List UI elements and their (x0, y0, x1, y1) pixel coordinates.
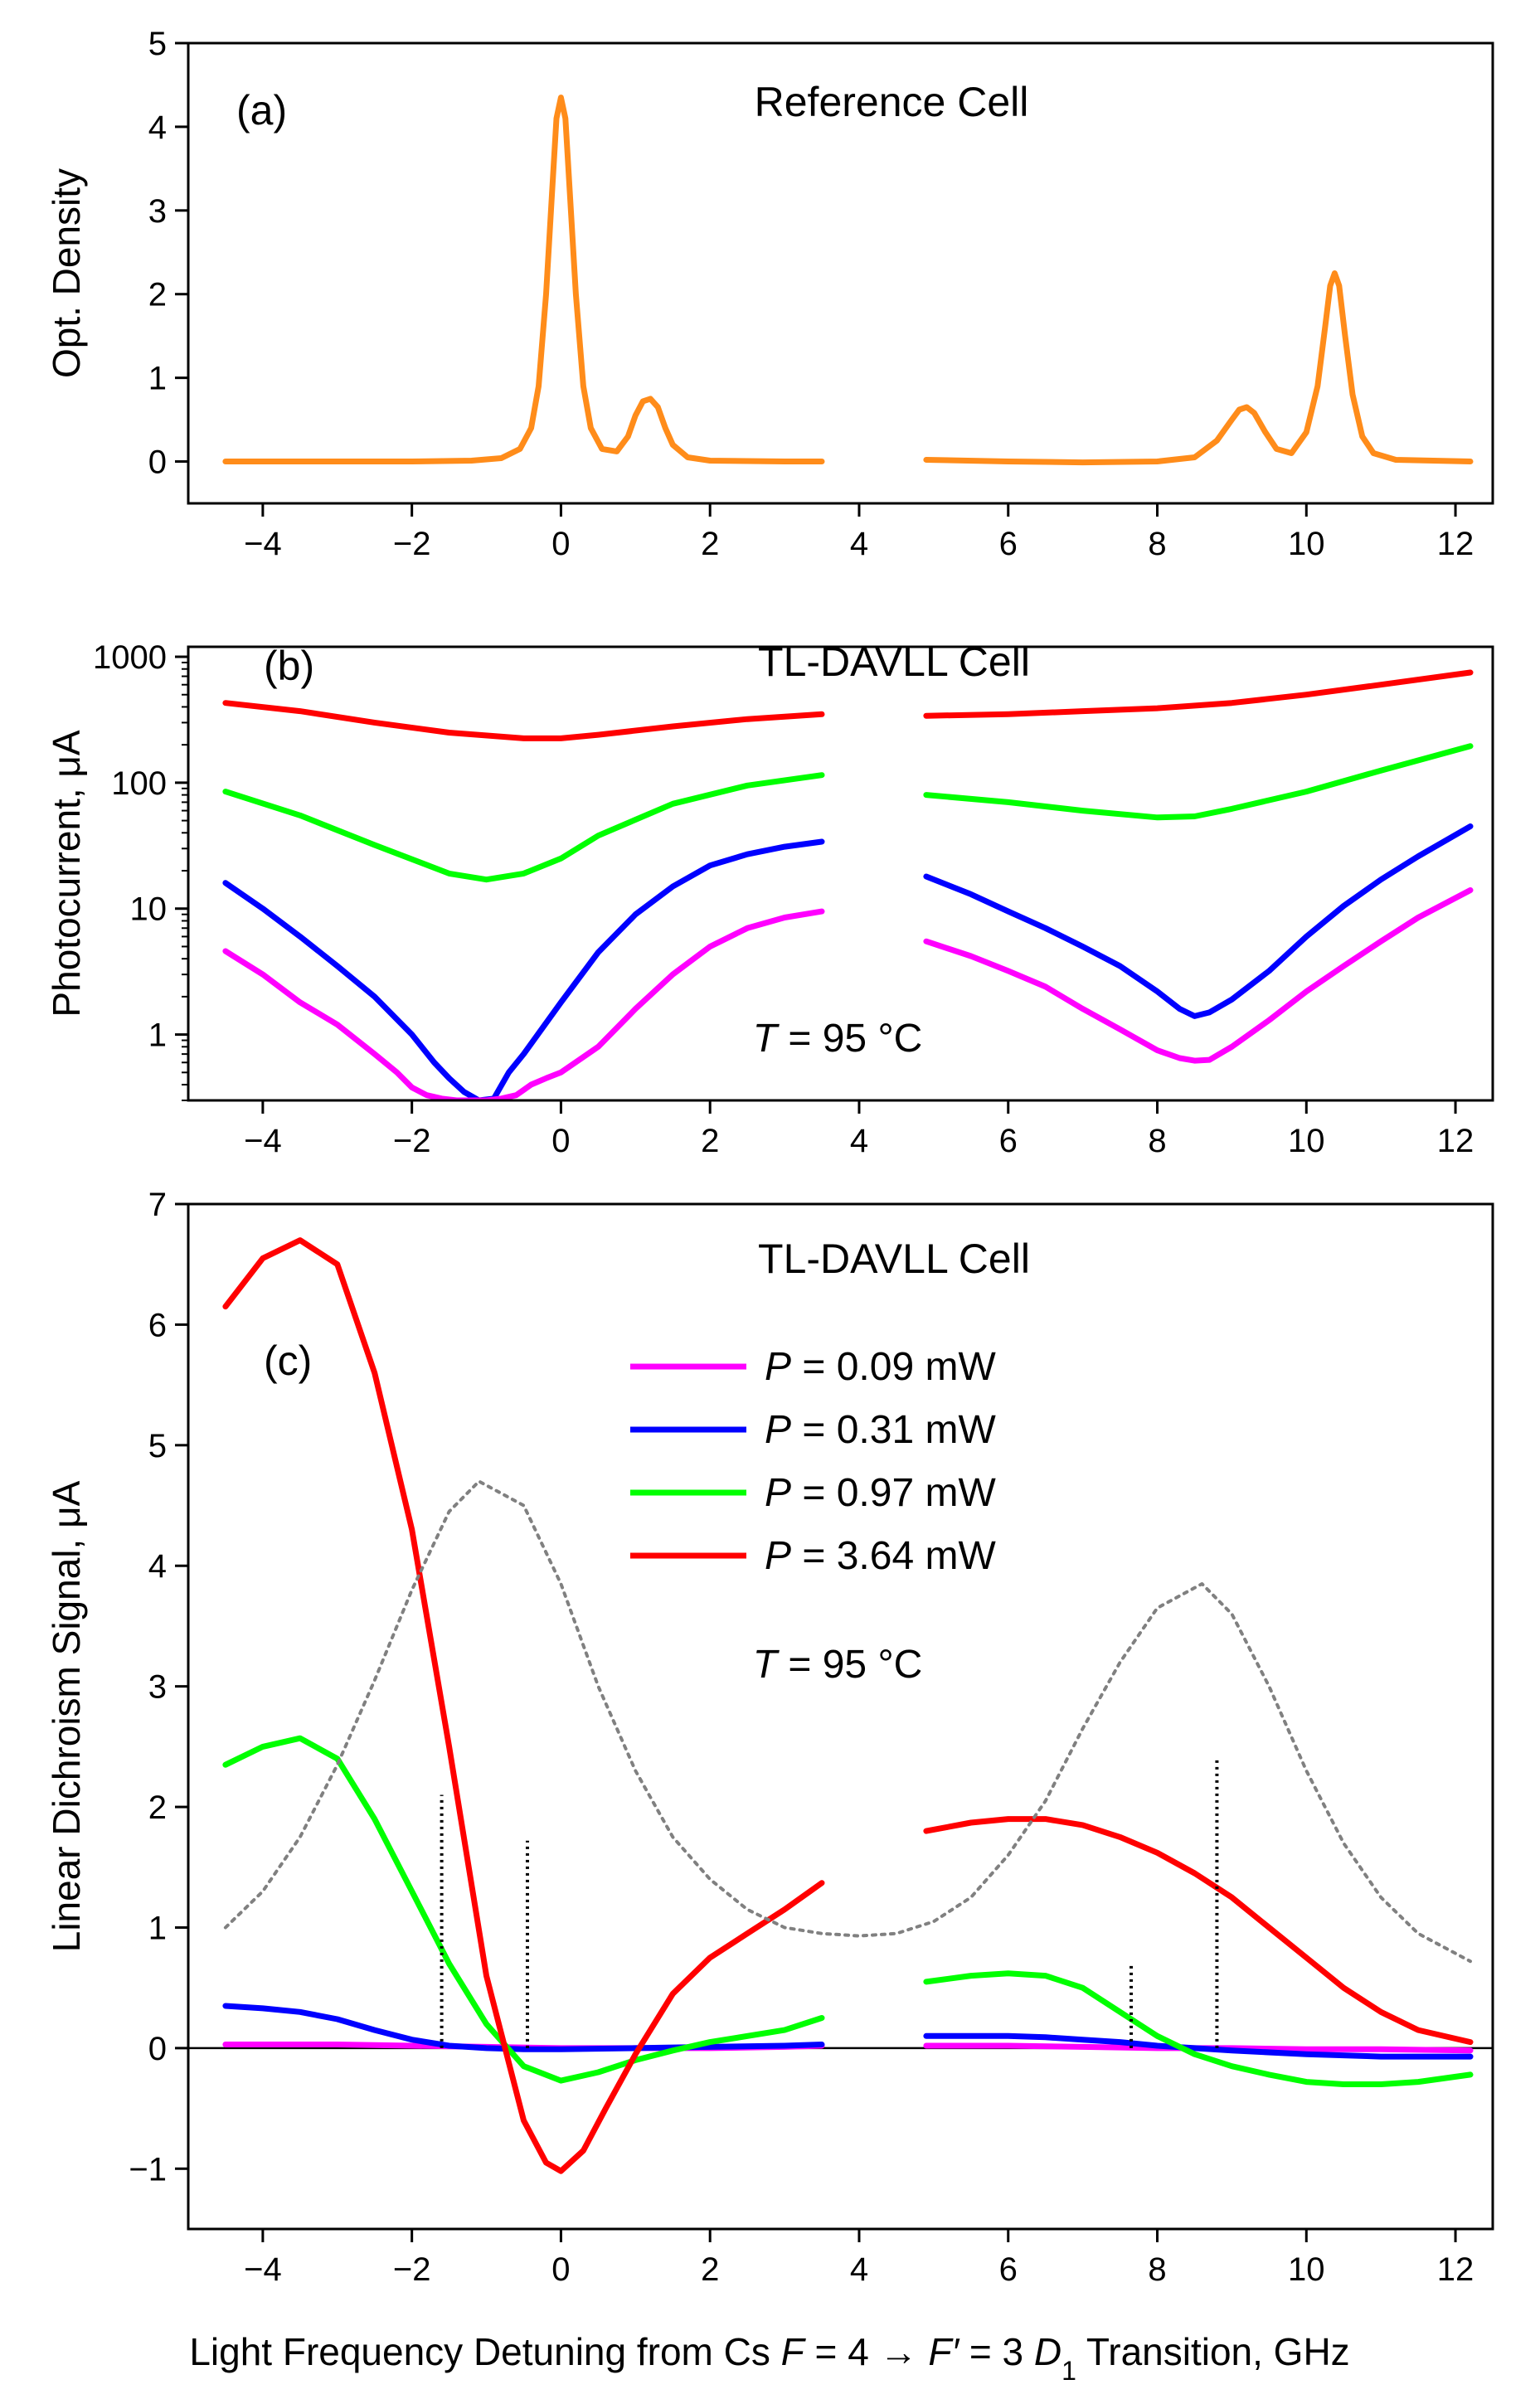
series-0_31-mw-curve (222, 838, 825, 1100)
x-axis-title: Light Frequency Detuning from Cs F = 4 →… (189, 2330, 1349, 2386)
y-tick-label: 5 (148, 26, 167, 62)
x-tick-label: 10 (1288, 1123, 1325, 1159)
x-tick-label: 8 (1148, 2251, 1166, 2288)
x-tick-label: 2 (701, 1123, 719, 1159)
legend-label: P = 3.64 mW (765, 1534, 996, 1578)
y-tick-label: 5 (148, 1428, 167, 1464)
plot-frame (187, 41, 1494, 505)
x-tick-label: −2 (393, 526, 431, 562)
series-3_64-mw-curve (222, 700, 825, 741)
x-tick-label: 2 (701, 526, 719, 562)
plot-area (222, 1237, 1474, 2174)
plot-area (222, 669, 1474, 1100)
x-tick-label: 2 (701, 2251, 719, 2288)
y-tick-label: 100 (111, 765, 167, 802)
legend-label: P = 0.97 mW (765, 1471, 996, 1515)
x-tick-label: 10 (1288, 526, 1325, 562)
y-axis-title: Linear Dichroism Signal, μA (45, 1480, 88, 1952)
doppler-profile-curve (223, 1479, 1472, 1964)
y-tick-label: 0 (148, 444, 167, 481)
series-3_64-mw-curve (923, 669, 1474, 719)
y-tick-label: 10 (130, 891, 168, 928)
reference-od-curve (222, 95, 825, 464)
legend-label: P = 0.31 mW (765, 1408, 996, 1452)
panel-label: (c) (264, 1338, 312, 1384)
plot-frame (187, 1202, 1494, 2231)
panel-label: (b) (264, 643, 314, 689)
x-tick-label: 0 (551, 2251, 570, 2288)
x-tick-label: 8 (1148, 1123, 1166, 1159)
y-tick-label: 0 (148, 2031, 167, 2067)
y-axis-title: Opt. Density (45, 168, 88, 378)
x-tick-label: 4 (850, 2251, 868, 2288)
series-0_31-mw-curve (923, 823, 1474, 1019)
legend-label: P = 0.09 mW (765, 1345, 996, 1389)
series-0_97-mw-curve (222, 1735, 825, 2084)
y-tick-label: 2 (148, 1789, 167, 1826)
y-tick-label: 1000 (93, 639, 167, 676)
y-tick-label: 4 (148, 1548, 167, 1585)
temperature-annotation: T = 95 °C (753, 1643, 923, 1687)
x-tick-label: −4 (244, 1123, 282, 1159)
y-tick-label: 4 (148, 109, 167, 146)
x-tick-label: 12 (1437, 2251, 1474, 2288)
plot-frame (187, 645, 1494, 1102)
series-0_97-mw-curve (923, 743, 1474, 821)
x-tick-label: 10 (1288, 2251, 1325, 2288)
panel-b: −4 −2 0 2 4 6 8 10 12 1 10 100 1000 (b) TL-DAVLL Cell P… (45, 639, 1494, 1159)
plot-area (222, 95, 1474, 466)
series-0_97-mw-curve (222, 772, 825, 883)
x-tick-label: −4 (244, 2251, 282, 2288)
reference-od-curve (923, 270, 1474, 466)
x-tick-label: 12 (1437, 526, 1474, 562)
y-tick-label: 1 (148, 1017, 167, 1054)
y-tick-label: 1 (148, 1910, 167, 1946)
y-tick-label: 7 (148, 1187, 167, 1223)
x-tick-label: 4 (850, 1123, 868, 1159)
panel-title: TL-DAVLL Cell (758, 639, 1030, 685)
y-tick-label: 3 (148, 193, 167, 230)
series-0_09-mw-curve (222, 908, 825, 1100)
temperature-annotation: T = 95 °C (753, 1017, 923, 1061)
series-0_97-mw-curve (923, 1970, 1474, 2087)
y-tick-label: 1 (148, 361, 167, 397)
y-axis-title: Photocurrent, μA (45, 730, 88, 1017)
x-tick-label: 6 (999, 2251, 1018, 2288)
panel-title: Reference Cell (755, 79, 1029, 125)
panel-label: (a) (236, 87, 287, 134)
y-tick-label: 2 (148, 277, 167, 313)
x-tick-label: −2 (393, 1123, 431, 1159)
panel-title: TL-DAVLL Cell (758, 1236, 1030, 1282)
series-0_31-mw-curve (923, 2032, 1474, 2060)
series-3_64-mw-curve (222, 1237, 825, 2174)
y-tick-label: 6 (148, 1307, 167, 1343)
x-tick-label: 8 (1148, 526, 1166, 562)
series-3_64-mw-curve (923, 1816, 1474, 2046)
x-tick-label: 0 (551, 526, 570, 562)
x-tick-label: 12 (1437, 1123, 1474, 1159)
x-tick-label: −2 (393, 2251, 431, 2288)
x-tick-label: −4 (244, 526, 282, 562)
y-tick-label: 3 (148, 1669, 167, 1706)
x-tick-label: 0 (551, 1123, 570, 1159)
x-tick-label: 4 (850, 526, 868, 562)
x-tick-label: 6 (999, 526, 1018, 562)
series-0_09-mw-curve (923, 887, 1474, 1064)
y-tick-label: −1 (129, 2151, 167, 2188)
x-tick-label: 6 (999, 1123, 1018, 1159)
